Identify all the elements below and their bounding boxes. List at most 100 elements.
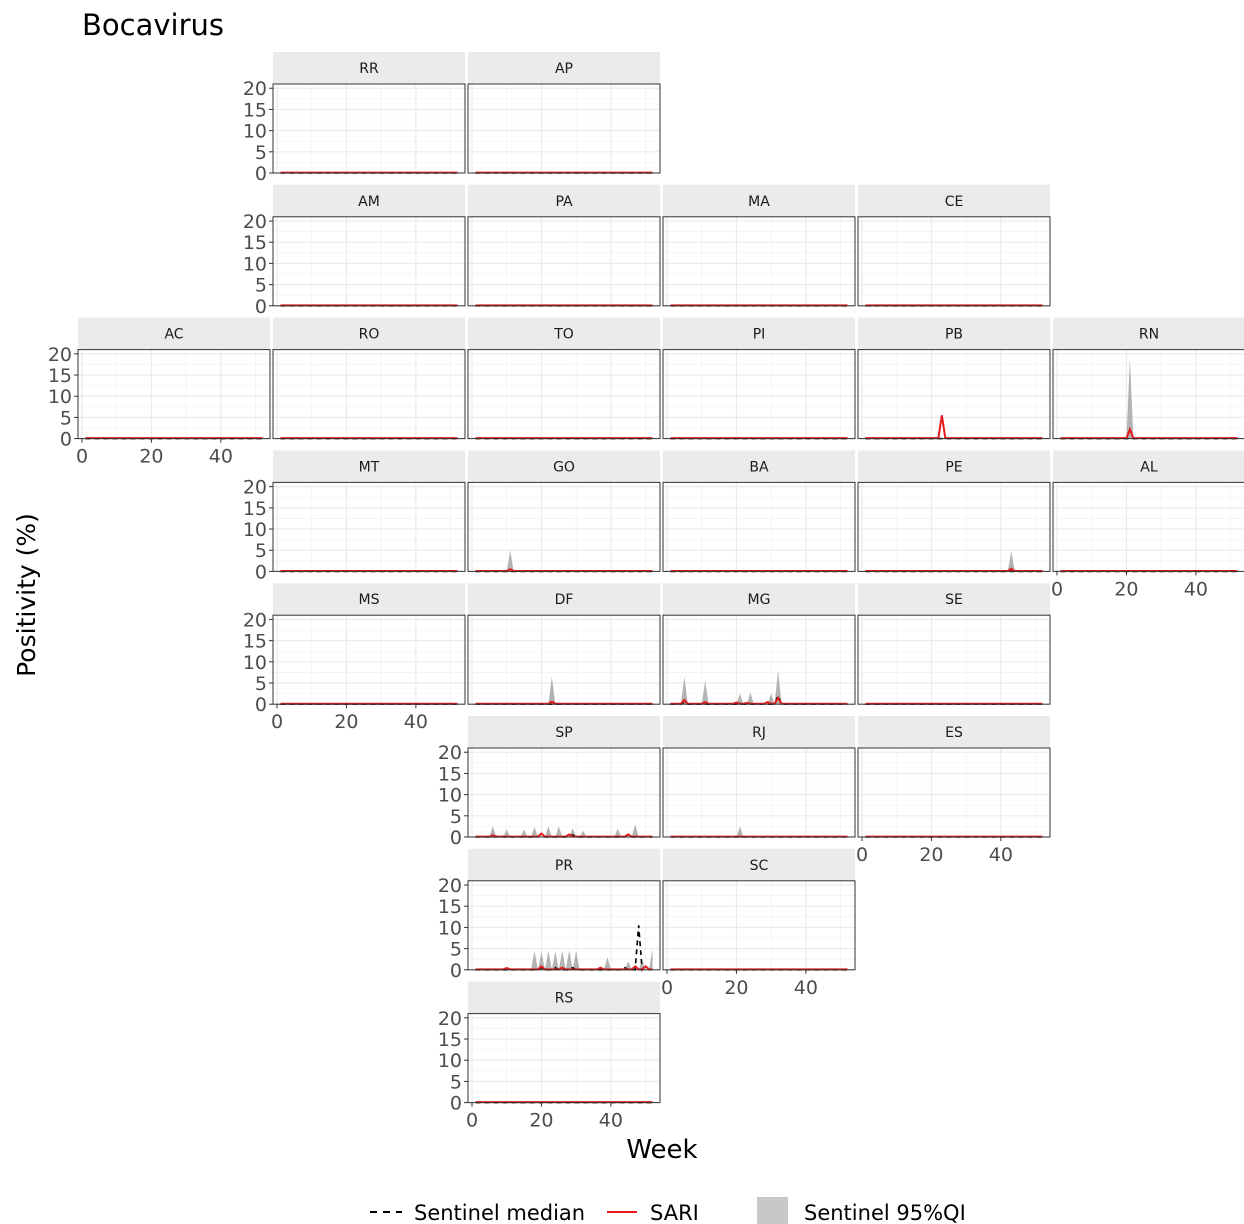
y-tick-label: 10 [438,785,462,807]
facet-ma: MA [662,184,856,307]
y-tick-label: 0 [450,960,462,982]
panel-border [467,349,661,440]
panel-background [1053,482,1244,572]
qi-band [475,550,653,572]
panel-background [858,615,1050,705]
facet-label: RS [555,991,574,1007]
facet-strip [273,450,465,483]
y-tick-label: 20 [243,211,267,233]
panel-border [272,216,466,307]
panel-background [468,482,660,572]
facet-rj: RJ [662,716,856,838]
facet-pa: PA [467,184,661,307]
panel-background [663,349,855,439]
panel-border [857,481,1051,572]
facet-ce: CE [857,184,1051,307]
facet-strip [663,583,855,616]
facet-mg: MG [662,583,856,706]
facet-strip [663,848,855,881]
x-tick-label: 40 [209,446,233,468]
facet-label: CE [945,194,964,210]
facet-label: PB [945,327,963,343]
panel-background [468,880,660,970]
y-tick-label: 10 [243,121,267,143]
x-tick-label: 0 [856,844,868,866]
x-tick-label: 20 [334,711,358,733]
facet-to: TO [467,317,661,440]
facet-label: AP [555,61,573,77]
y-tick-label: 20 [243,609,267,631]
panel-border [272,83,466,174]
qi-band [475,948,653,970]
y-tick-label: 20 [243,477,267,499]
panel-background [468,216,660,306]
panel-border [467,216,661,307]
panel-border [857,614,1051,705]
facet-strip [273,52,465,84]
facet-se: SE [857,583,1051,706]
x-tick-label: 0 [271,711,283,733]
x-tick-label: 20 [919,844,943,866]
facet-rn: RN [1052,317,1244,440]
facet-strip [858,184,1050,217]
facet-strip [468,450,660,483]
panel-background [663,216,855,306]
panel-border [662,880,856,971]
qi-band [670,670,848,705]
facet-strip [663,716,855,748]
y-tick-label: 0 [255,296,267,318]
y-tick-label: 5 [255,540,267,562]
panel-border [662,216,856,307]
panel-border [467,614,661,705]
panel-background [858,216,1050,306]
panel-background [468,349,660,439]
panel-border [272,614,466,705]
facet-strip [468,184,660,217]
x-tick-label: 20 [724,977,748,999]
y-tick-label: 0 [255,694,267,716]
legend: Sentinel median SARI Sentinel 95%QI [370,1197,966,1224]
y-tick-label: 0 [450,827,462,849]
y-tick-label: 15 [48,365,72,387]
panel-background [663,748,855,837]
x-axis-label: Week [626,1135,697,1165]
panel-background [663,615,855,705]
legend-band-label: Sentinel 95%QI [804,1201,966,1224]
x-tick-label: 20 [139,446,163,468]
y-tick-label: 15 [438,896,462,918]
x-tick-label: 40 [1184,578,1208,600]
y-tick-label: 10 [438,917,462,939]
x-tick-label: 40 [989,844,1013,866]
facet-strip [663,317,855,350]
y-tick-label: 10 [438,1050,462,1072]
x-tick-label: 40 [794,977,818,999]
panel-border [662,614,856,705]
facet-label: GO [553,459,575,475]
facet-es: ES 0 20 40 [856,716,1051,866]
panel-background [468,615,660,705]
facet-strip [468,52,660,84]
facet-strip [663,184,855,217]
panel-background [273,349,465,439]
y-tick-label: 0 [60,429,72,451]
facet-strip [858,716,1050,748]
panel-background [273,84,465,173]
x-tick-label: 40 [599,1110,623,1132]
facet-pb: PB [857,317,1051,440]
x-tick-label: 0 [661,977,673,999]
facet-ro: RO [272,317,466,440]
y-tick-label: 0 [255,561,267,583]
panel-border [1052,349,1244,440]
facet-label: ES [945,725,963,741]
facet-label: PA [555,194,573,210]
facet-label: RR [359,61,379,77]
facet-label: PE [945,459,962,475]
y-tick-label: 15 [243,631,267,653]
